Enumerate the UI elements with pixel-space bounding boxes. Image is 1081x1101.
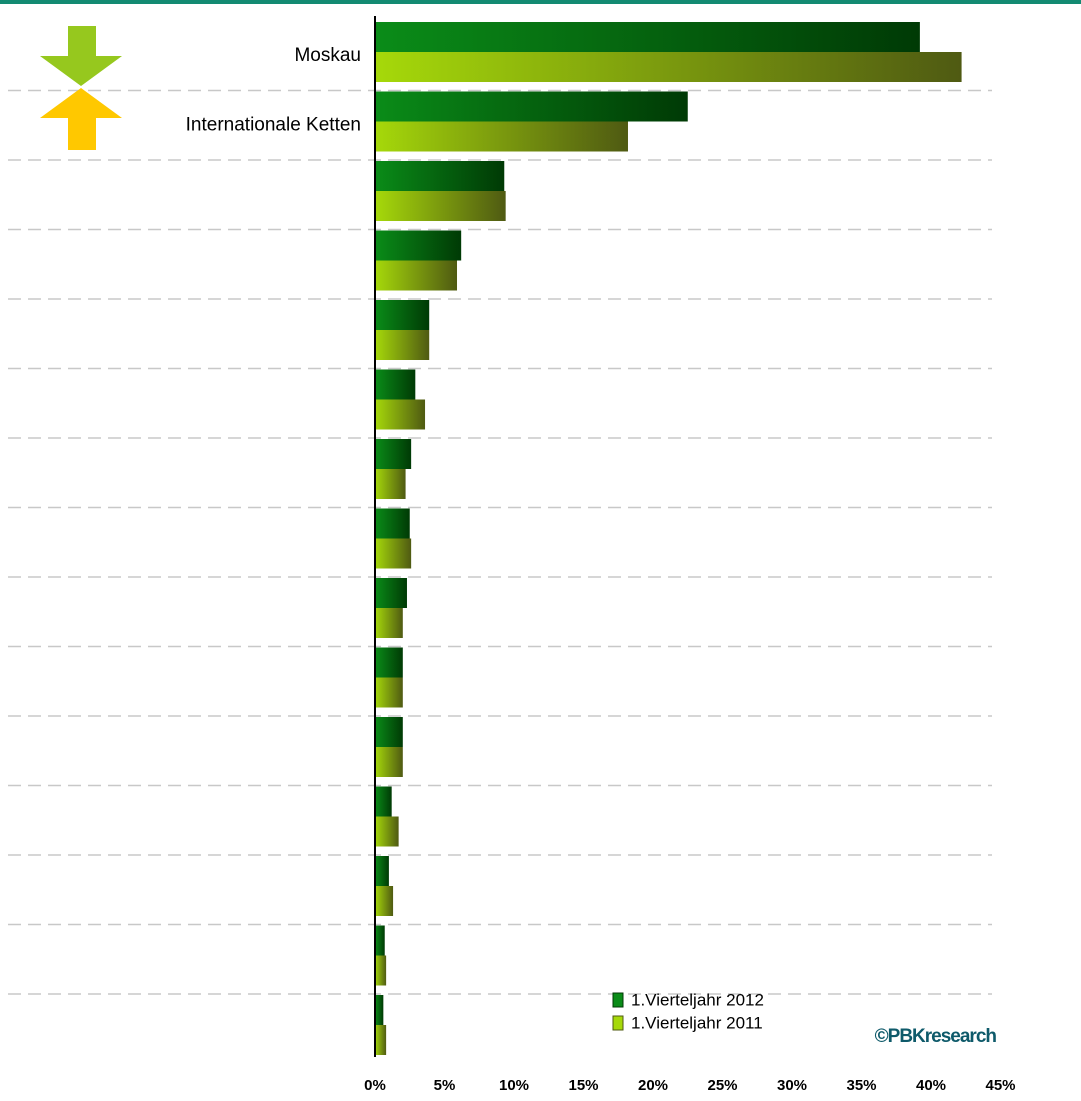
bar-2012 xyxy=(375,439,412,469)
x-tick-label: 25% xyxy=(707,1077,737,1094)
bar-2011 xyxy=(375,191,506,221)
x-tick-label: 40% xyxy=(916,1077,946,1094)
x-tick-labels: 0% 5% 10% 15% 20% 25% 30% 35% 40% 45% xyxy=(364,1077,1015,1094)
x-tick-label: 20% xyxy=(638,1077,668,1094)
legend-label: 1.Vierteljahr 2011 xyxy=(631,1013,763,1032)
bar-2012 xyxy=(375,786,392,817)
down-arrow-icon xyxy=(40,26,122,86)
bar-2012 xyxy=(375,995,384,1025)
bar-2011 xyxy=(375,469,406,499)
bar-2012 xyxy=(375,369,416,400)
category-labels: Moskau Internationale Ketten xyxy=(186,45,361,136)
watermark: ©PBKresearch xyxy=(875,1026,997,1047)
bar-2012 xyxy=(375,717,403,747)
up-arrow-icon xyxy=(40,88,122,150)
bar-2011 xyxy=(375,538,412,569)
trend-icons xyxy=(40,26,122,150)
bar-2012 xyxy=(375,230,462,261)
legend-label: 1.Vierteljahr 2012 xyxy=(631,990,764,1009)
legend: 1.Vierteljahr 2012 1.Vierteljahr 2011 xyxy=(612,990,764,1032)
x-tick-label: 15% xyxy=(568,1077,598,1094)
bar-2011 xyxy=(375,886,394,916)
bar-2011 xyxy=(375,52,962,82)
x-tick-label: 10% xyxy=(499,1077,529,1094)
top-rule xyxy=(0,0,1081,4)
x-tick-label: 0% xyxy=(364,1077,386,1094)
legend-item: 1.Vierteljahr 2011 xyxy=(612,1013,763,1032)
x-tick-label: 35% xyxy=(846,1077,876,1094)
bar-2012 xyxy=(375,856,389,886)
bar-2011 xyxy=(375,608,403,638)
bar-2012 xyxy=(375,300,430,330)
legend-item: 1.Vierteljahr 2012 xyxy=(612,990,764,1009)
bar-2012 xyxy=(375,508,410,539)
bar-2012 xyxy=(375,647,403,678)
x-tick-label: 5% xyxy=(434,1077,456,1094)
x-tick-label: 45% xyxy=(985,1077,1015,1094)
bar-2012 xyxy=(375,925,385,956)
bar-2012 xyxy=(375,91,688,122)
bar-2011 xyxy=(375,121,628,152)
bar-2012 xyxy=(375,161,505,191)
bar-2011 xyxy=(375,747,403,777)
bars xyxy=(375,22,962,1055)
bar-2011 xyxy=(375,399,426,430)
category-label: Moskau xyxy=(294,45,361,66)
bar-2011 xyxy=(375,816,399,847)
bar-2012 xyxy=(375,578,407,608)
legend-swatch xyxy=(612,992,624,1008)
bar-2011 xyxy=(375,260,458,291)
bar-2012 xyxy=(375,22,920,52)
category-label: Internationale Ketten xyxy=(186,114,361,135)
legend-swatch xyxy=(612,1015,624,1031)
bar-2011 xyxy=(375,677,403,708)
x-tick-label: 30% xyxy=(777,1077,807,1094)
bar-2011 xyxy=(375,330,430,360)
bar-2011 xyxy=(375,1025,387,1055)
gridlines xyxy=(8,89,992,995)
bar-2011 xyxy=(375,955,387,986)
